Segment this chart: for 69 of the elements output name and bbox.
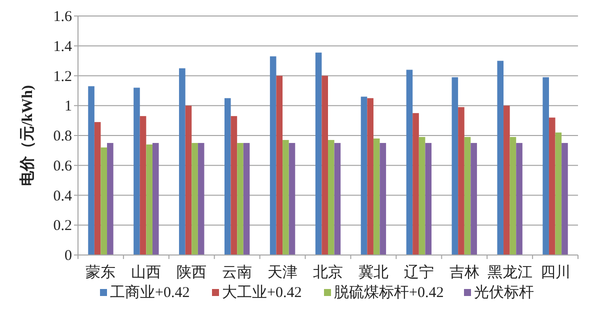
bar	[360, 96, 368, 255]
bar	[452, 77, 458, 255]
bar	[243, 142, 250, 255]
bar	[140, 116, 146, 255]
legend-label: 大工业+0.42	[222, 284, 302, 301]
x-tick-label: 天津	[268, 264, 298, 281]
bar	[322, 76, 328, 255]
y-tick-label: 0	[64, 248, 72, 264]
y-tick-label: 1.4	[53, 38, 72, 55]
bar	[100, 147, 108, 255]
x-tick-label: 冀北	[358, 264, 388, 281]
y-tick-label: 0.6	[53, 158, 72, 174]
y-tick-label: 1.2	[53, 68, 72, 85]
bar	[192, 142, 198, 255]
bar	[380, 142, 386, 255]
x-tick-label: 黑龙江	[487, 264, 532, 281]
bar	[107, 142, 114, 255]
bar	[406, 70, 413, 255]
bar	[510, 136, 516, 255]
bar	[270, 56, 276, 255]
bar	[418, 136, 426, 255]
bar	[497, 60, 504, 255]
x-tick-label: 北京	[313, 264, 343, 281]
bar	[179, 68, 186, 255]
bar	[562, 142, 568, 255]
bar	[542, 77, 549, 255]
bar	[282, 140, 289, 255]
legend-label: 工商业+0.42	[110, 284, 190, 301]
x-tick-label: 山西	[131, 264, 162, 281]
bar	[425, 142, 432, 255]
x-tick-label: 陕西	[176, 264, 207, 281]
bar	[224, 98, 231, 255]
bar	[185, 106, 192, 255]
bar	[412, 113, 419, 255]
bar	[152, 142, 159, 255]
bar	[237, 142, 244, 255]
bar	[504, 106, 510, 255]
legend-label: 光伏标杆	[474, 284, 534, 301]
bar	[315, 52, 322, 255]
bar	[334, 142, 341, 255]
legend-label: 脱硫煤标杆+0.42	[334, 284, 444, 301]
bar	[276, 76, 283, 255]
bar	[328, 140, 334, 255]
bar	[470, 142, 477, 255]
y-tick-label: 0.8	[53, 128, 72, 144]
y-tick-label: 0.2	[53, 218, 72, 234]
bar	[198, 142, 204, 255]
bar	[516, 142, 522, 255]
bar	[230, 116, 238, 255]
bar	[555, 132, 562, 255]
x-tick-label: 蒙东	[86, 264, 116, 281]
bar	[88, 86, 94, 255]
bar	[367, 98, 374, 255]
y-tick-label: 1	[64, 98, 72, 115]
bar	[458, 107, 464, 255]
bar	[373, 138, 380, 255]
bar	[94, 122, 101, 255]
x-tick-label: 云南	[222, 264, 252, 281]
bar	[146, 144, 152, 255]
y-axis-title: 电价（元/kWh)	[19, 85, 36, 186]
bar	[548, 118, 556, 255]
y-tick-label: 1.6	[53, 9, 72, 25]
bar	[464, 136, 471, 255]
bar	[288, 142, 296, 255]
x-tick-label: 四川	[540, 264, 570, 281]
y-tick-label: 0.4	[53, 188, 72, 204]
bar	[134, 88, 140, 255]
x-tick-label: 辽宁	[404, 264, 434, 281]
x-tick-label: 吉林	[449, 264, 480, 281]
